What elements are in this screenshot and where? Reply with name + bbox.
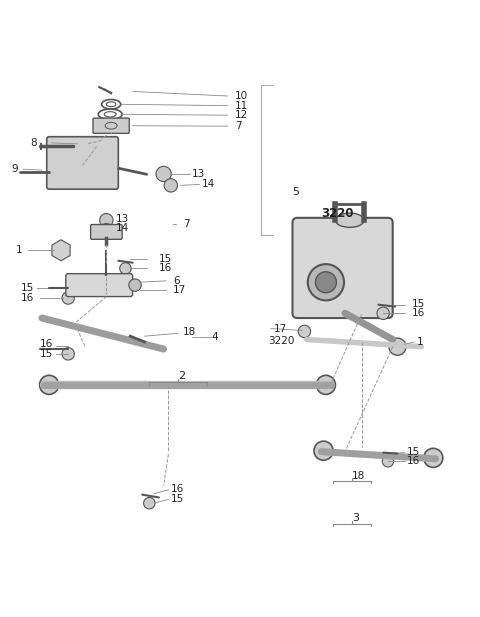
Circle shape — [129, 279, 141, 291]
Text: 7: 7 — [235, 121, 242, 131]
Text: 3220: 3220 — [321, 207, 354, 220]
Text: 15: 15 — [159, 254, 172, 264]
Text: 3: 3 — [352, 513, 359, 523]
Text: 14: 14 — [202, 180, 215, 189]
Text: 18: 18 — [183, 328, 196, 337]
Text: 15: 15 — [21, 283, 34, 293]
Circle shape — [298, 325, 311, 337]
Text: 13: 13 — [192, 169, 205, 179]
Text: 12: 12 — [235, 110, 249, 120]
Text: 6: 6 — [173, 276, 180, 286]
Text: 1: 1 — [16, 246, 23, 255]
Circle shape — [120, 263, 131, 274]
Text: 13: 13 — [116, 213, 129, 224]
Circle shape — [164, 179, 178, 192]
Text: 14: 14 — [116, 223, 129, 233]
Circle shape — [314, 441, 333, 460]
Circle shape — [316, 375, 336, 394]
Text: 16: 16 — [412, 308, 425, 318]
Text: 16: 16 — [21, 293, 34, 303]
Text: 3220: 3220 — [269, 336, 295, 346]
Circle shape — [389, 338, 406, 355]
Circle shape — [62, 347, 74, 360]
Circle shape — [100, 213, 113, 227]
Text: 10: 10 — [235, 91, 248, 101]
FancyArrowPatch shape — [119, 168, 146, 174]
Text: 15: 15 — [39, 349, 53, 359]
FancyBboxPatch shape — [93, 118, 129, 133]
Circle shape — [101, 223, 112, 235]
Text: 16: 16 — [159, 263, 172, 273]
FancyBboxPatch shape — [66, 274, 132, 297]
Text: 16: 16 — [39, 339, 53, 349]
Circle shape — [39, 375, 59, 394]
Circle shape — [315, 271, 336, 292]
FancyBboxPatch shape — [292, 218, 393, 318]
Text: 11: 11 — [235, 101, 249, 110]
Text: 4: 4 — [211, 332, 218, 342]
Text: 1: 1 — [417, 337, 423, 347]
Text: 16: 16 — [171, 484, 184, 494]
Text: 18: 18 — [352, 471, 365, 481]
Circle shape — [424, 449, 443, 468]
Circle shape — [62, 292, 74, 304]
Text: 17: 17 — [173, 286, 186, 296]
Text: 9: 9 — [11, 164, 18, 174]
Text: 16: 16 — [407, 456, 420, 466]
Text: 15: 15 — [412, 299, 425, 308]
FancyBboxPatch shape — [91, 225, 122, 239]
Text: 8: 8 — [30, 138, 36, 148]
Circle shape — [382, 455, 394, 467]
Ellipse shape — [336, 213, 364, 228]
Text: 2: 2 — [178, 371, 185, 381]
Circle shape — [308, 264, 344, 300]
Circle shape — [144, 497, 155, 509]
Text: 5: 5 — [292, 186, 300, 197]
Circle shape — [156, 167, 171, 181]
Text: 7: 7 — [183, 218, 189, 228]
Text: 17: 17 — [274, 323, 287, 334]
Circle shape — [377, 307, 389, 320]
FancyBboxPatch shape — [47, 137, 118, 189]
Text: 15: 15 — [171, 494, 184, 504]
Text: 15: 15 — [407, 447, 420, 457]
